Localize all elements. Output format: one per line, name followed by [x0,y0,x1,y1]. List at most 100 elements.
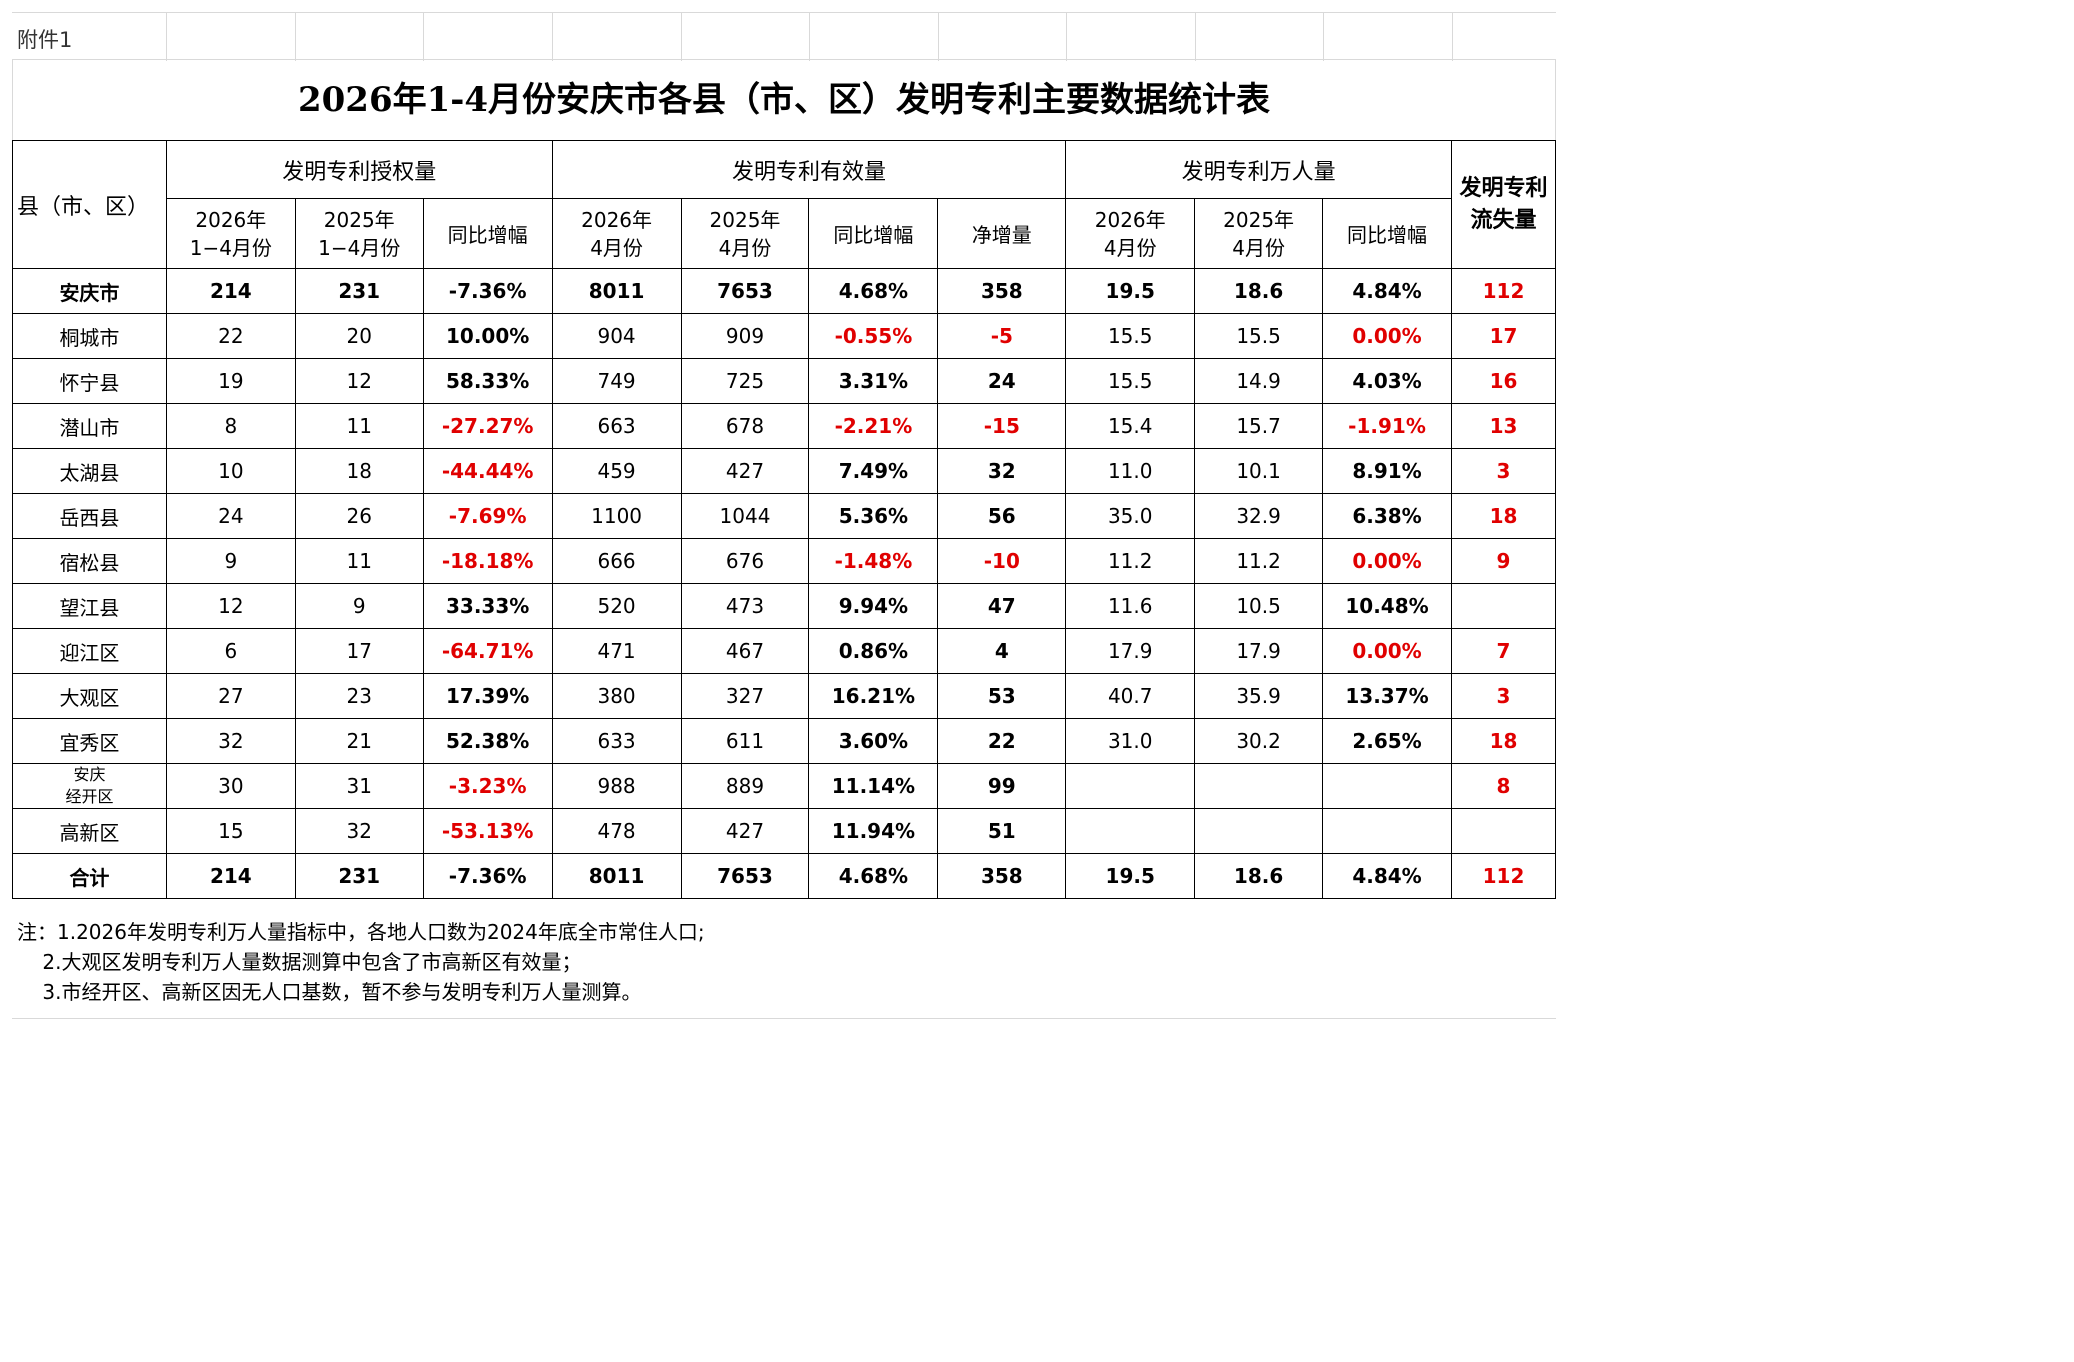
cell-p25: 14.9 [1194,358,1324,404]
cell-g25: 12 [294,358,424,404]
cell-gy: -7.36% [422,853,553,899]
cell-v26: 666 [551,538,682,584]
header-valid-2026: 2026年 4月份 [551,198,682,269]
cell-vy: 9.94% [808,583,939,629]
cell-vy: 4.68% [808,853,939,899]
cell-p25: 10.5 [1194,583,1324,629]
cell-vy: -2.21% [808,403,939,449]
cell-p25: 15.5 [1194,313,1324,359]
cell-v25: 427 [680,808,810,854]
cell-py: 2.65% [1322,718,1452,764]
region-name-cell: 望江县 [12,583,167,629]
header-valid-net: 净增量 [937,198,1067,269]
cell-g26: 30 [165,763,296,809]
cell-v26: 380 [551,673,682,719]
cell-g25: 9 [294,583,424,629]
cell-vn: 22 [937,718,1067,764]
cell-py: 8.91% [1322,448,1452,494]
cell-p26: 19.5 [1065,268,1196,314]
cell-g26: 8 [165,403,296,449]
cell-loss: 17 [1450,313,1557,359]
cell-g26: 27 [165,673,296,719]
region-name-cell: 安庆 经开区 [12,763,167,809]
bottom-grid-line [12,1018,1556,1019]
table-row: 宿松县 9 11 -18.18% 666 676 -1.48% -10 11.2 11.2 0.00… [12,538,1557,584]
cell-vy: -1.48% [808,538,939,584]
cell-g26: 32 [165,718,296,764]
cell-p26 [1065,763,1196,809]
cell-v26: 471 [551,628,682,674]
table-row: 望江县 12 9 33.33% 520 473 9.94% 47 11.6 10.5 10.48% [12,583,1557,629]
cell-gy: -44.44% [422,448,553,494]
cell-v25: 467 [680,628,810,674]
table-body: 安庆市 214 231 -7.36% 8011 7653 4.68% 358 19.5 18.6 4… [12,268,1557,899]
header-per-2025: 2025年 4月份 [1194,198,1324,269]
header-line: 4月份 [590,235,643,260]
cell-g25: 26 [294,493,424,539]
cell-v25: 473 [680,583,810,629]
region-name-cell: 潜山市 [12,403,167,449]
cell-v26: 663 [551,403,682,449]
cell-loss: 112 [1450,268,1557,314]
attachment-label: 附件1 [17,28,73,52]
cell-v26: 478 [551,808,682,854]
cell-g25: 20 [294,313,424,359]
cell-loss: 7 [1450,628,1557,674]
table-title: 2026年1-4月份安庆市各县（市、区）发明专利主要数据统计表 [12,60,1556,140]
cell-vy: 16.21% [808,673,939,719]
cell-p25: 10.1 [1194,448,1324,494]
cell-p26: 15.4 [1065,403,1196,449]
cell-gy: 58.33% [422,358,553,404]
cell-g26: 15 [165,808,296,854]
table-row: 岳西县 24 26 -7.69% 1100 1044 5.36% 56 35.0 32.9 6.38… [12,493,1557,539]
cell-vn: 358 [937,268,1067,314]
cell-p26: 31.0 [1065,718,1196,764]
header-loss-line1: 发明专利 [1459,175,1548,201]
cell-loss: 16 [1450,358,1557,404]
note-line: 3.市经开区、高新区因无人口基数，暂不参与发明专利万人量测算。 [17,980,642,1004]
cell-v26: 749 [551,358,682,404]
header-region: 县（市、区） [12,140,167,269]
cell-loss [1450,808,1557,854]
region-name-cell: 太湖县 [12,448,167,494]
cell-g25: 31 [294,763,424,809]
cell-loss: 112 [1450,853,1557,899]
note-line: 注：1.2026年发明专利万人量指标中，各地人口数为2024年底全市常住人口; [17,920,705,944]
notes: 注：1.2026年发明专利万人量指标中，各地人口数为2024年底全市常住人口; … [17,917,705,1007]
cell-v26: 520 [551,583,682,629]
cell-vn: 32 [937,448,1067,494]
cell-v26: 1100 [551,493,682,539]
cell-v26: 8011 [551,853,682,899]
cell-g26: 214 [165,853,296,899]
cell-py: -1.91% [1322,403,1452,449]
patent-stats-table: 县（市、区） 发明专利授权量 发明专利有效量 发明专利万人量 发明专利 流失量 … [12,140,1557,899]
header-line: 2025年 [709,207,781,232]
region-name-cell: 合计 [12,853,167,899]
cell-v25: 725 [680,358,810,404]
header-valid-2025: 2025年 4月份 [680,198,810,269]
cell-p25: 30.2 [1194,718,1324,764]
cell-p25: 17.9 [1194,628,1324,674]
header-line: 1−4月份 [189,235,272,260]
cell-v25: 7653 [680,268,810,314]
cell-p25: 18.6 [1194,268,1324,314]
table-row: 怀宁县 19 12 58.33% 749 725 3.31% 24 15.5 14.9 4.03% 1… [12,358,1557,404]
cell-v26: 459 [551,448,682,494]
cell-loss [1450,583,1557,629]
cell-v25: 327 [680,673,810,719]
spreadsheet-sheet: 附件1 2026年1-4月份安庆市各县（市、区）发明专利主要数据统计表 县（市、… [12,12,1557,1020]
cell-p25: 11.2 [1194,538,1324,584]
header-loss-line2: 流失量 [1470,207,1537,233]
top-grid-row [12,12,1556,61]
cell-g25: 231 [294,268,424,314]
cell-gy: 10.00% [422,313,553,359]
cell-g26: 6 [165,628,296,674]
cell-gy: 33.33% [422,583,553,629]
cell-gy: -27.27% [422,403,553,449]
cell-p26: 17.9 [1065,628,1196,674]
cell-vy: -0.55% [808,313,939,359]
cell-py [1322,763,1452,809]
cell-py: 4.84% [1322,268,1452,314]
cell-g25: 21 [294,718,424,764]
cell-loss: 8 [1450,763,1557,809]
